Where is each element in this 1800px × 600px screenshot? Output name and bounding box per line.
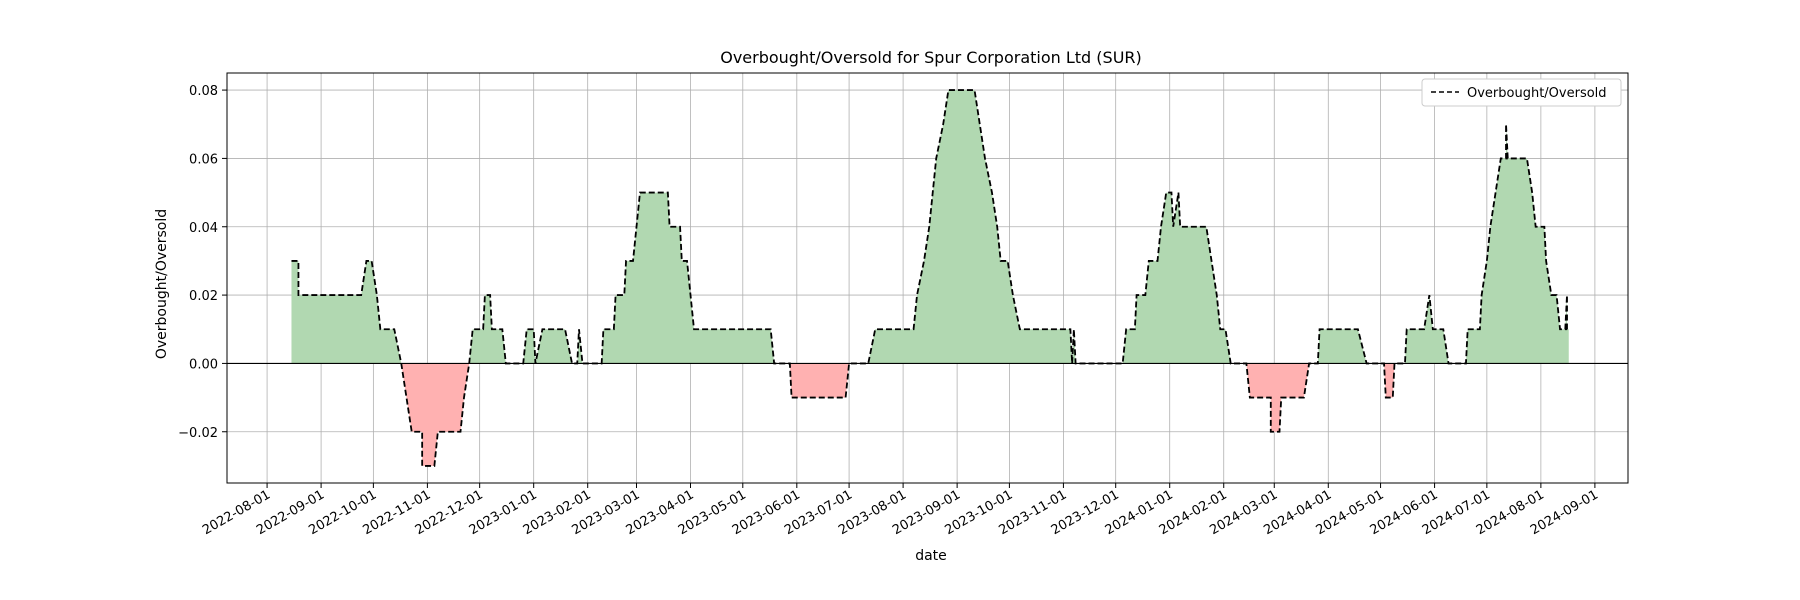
overbought-area <box>469 295 506 364</box>
overbought-area <box>523 329 536 364</box>
legend: Overbought/Oversold <box>1421 78 1622 107</box>
y-axis: −0.02 0.00 0.02 0.04 0.06 0.08 <box>178 84 227 441</box>
overbought-area <box>1122 192 1231 364</box>
y-tick-label: 0.08 <box>189 84 218 99</box>
oversold-area <box>1384 363 1395 398</box>
y-axis-title: Overbought/Oversold <box>154 209 170 359</box>
overbought-area <box>1317 329 1367 364</box>
y-tick-label: 0.02 <box>189 289 218 304</box>
series-line <box>291 89 1569 467</box>
overbought-area <box>535 329 573 364</box>
oversold-area <box>1246 363 1310 432</box>
y-tick-label: 0.04 <box>189 221 218 236</box>
x-axis-title: date <box>915 548 947 564</box>
legend-label: Overbought/Oversold <box>1467 86 1607 101</box>
y-tick-label: 0.06 <box>189 152 218 167</box>
oversold-area <box>789 363 850 398</box>
y-tick-label: 0.00 <box>189 357 218 372</box>
overbought-area <box>291 260 402 364</box>
legend-box <box>1421 78 1622 107</box>
chart-title: Overbought/Oversold for Spur Corporation… <box>720 48 1142 67</box>
oversold-area <box>401 363 470 466</box>
y-tick-label: −0.02 <box>178 426 218 441</box>
overbought-area <box>868 90 1073 364</box>
plot-frame <box>226 72 1629 484</box>
overbought-area <box>1404 295 1449 364</box>
overbought-area <box>1465 124 1569 364</box>
